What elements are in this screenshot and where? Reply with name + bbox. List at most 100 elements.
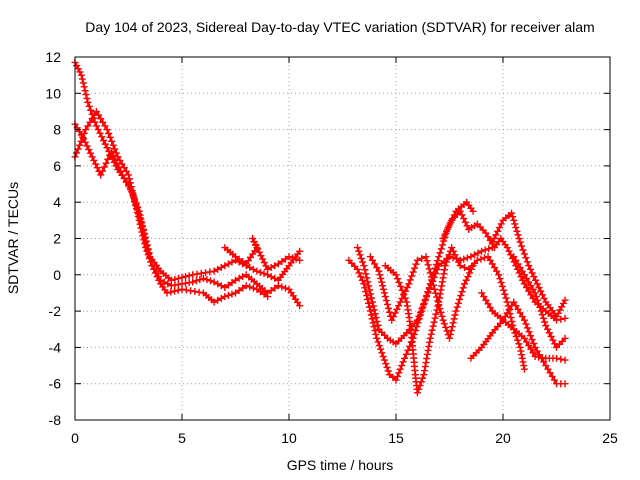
- data-point: [232, 276, 239, 284]
- data-point: [365, 282, 373, 290]
- data-point: [367, 311, 375, 319]
- data-point: [382, 297, 390, 305]
- data-point: [249, 284, 257, 292]
- data-point: [74, 145, 82, 153]
- data-point: [561, 296, 569, 304]
- data-point: [75, 127, 83, 135]
- data-point: [436, 249, 444, 257]
- data-point: [371, 310, 379, 318]
- data-point: [428, 277, 436, 285]
- data-point: [495, 224, 503, 232]
- data-point: [361, 284, 369, 292]
- data-point: [474, 249, 482, 257]
- data-point: [432, 310, 440, 318]
- data-point: [518, 267, 526, 275]
- data-point: [527, 345, 535, 353]
- data-point: [368, 294, 376, 302]
- data-point: [446, 330, 454, 338]
- data-point: [412, 327, 420, 335]
- data-point: [406, 276, 414, 284]
- data-point: [167, 276, 175, 284]
- data-point: [394, 275, 402, 283]
- data-point: [559, 299, 567, 307]
- y-tick-label: -6: [49, 376, 62, 392]
- data-point: [210, 267, 218, 275]
- data-point: [185, 272, 193, 280]
- data-point: [557, 355, 565, 363]
- data-point: [79, 133, 87, 141]
- data-point: [517, 347, 525, 355]
- data-point: [85, 146, 93, 154]
- data-point: [77, 71, 85, 79]
- data-point: [541, 318, 549, 326]
- data-point: [520, 365, 528, 373]
- data-point: [482, 296, 490, 304]
- data-point: [235, 274, 243, 282]
- data-point: [396, 365, 404, 373]
- data-point: [221, 284, 229, 292]
- data-point: [441, 262, 449, 270]
- data-point: [449, 319, 457, 327]
- data-point: [368, 298, 376, 306]
- data-point: [395, 279, 403, 287]
- data-point: [429, 322, 437, 330]
- data-point: [430, 318, 438, 326]
- data-point: [383, 300, 391, 308]
- data-point: [379, 352, 387, 360]
- data-point: [210, 298, 218, 306]
- data-point: [392, 376, 400, 384]
- data-point: [451, 251, 459, 259]
- data-point: [137, 218, 145, 226]
- data-point: [178, 285, 186, 293]
- data-point: [214, 296, 222, 304]
- data-point: [369, 319, 377, 327]
- data-point: [436, 294, 444, 302]
- data-point: [167, 288, 175, 296]
- x-tick-label: 25: [602, 430, 618, 446]
- data-point: [160, 278, 168, 286]
- data-point: [488, 238, 496, 246]
- data-point: [364, 299, 372, 307]
- data-point: [512, 256, 520, 264]
- data-point: [274, 260, 282, 268]
- series-track-10: [467, 298, 569, 388]
- data-point: [523, 274, 531, 282]
- data-point: [477, 255, 485, 263]
- data-point: [224, 291, 232, 299]
- data-point: [256, 288, 264, 296]
- data-point: [120, 164, 128, 172]
- data-point: [126, 179, 134, 187]
- data-point: [79, 79, 87, 87]
- data-point: [478, 247, 486, 255]
- data-point: [281, 255, 289, 263]
- data-point: [228, 279, 236, 287]
- data-point: [207, 277, 215, 285]
- y-tick-label: -2: [49, 303, 62, 319]
- data-point: [87, 106, 95, 114]
- data-point: [364, 278, 372, 286]
- data-point: [527, 332, 535, 340]
- data-point: [203, 276, 211, 284]
- data-point: [420, 301, 428, 309]
- data-point: [556, 306, 564, 314]
- data-point: [210, 278, 218, 286]
- data-point: [264, 293, 272, 301]
- data-point: [544, 325, 552, 333]
- data-point: [393, 305, 401, 313]
- data-point: [435, 298, 443, 306]
- data-point: [529, 349, 537, 357]
- y-tick-label: 0: [53, 267, 61, 283]
- data-point: [557, 315, 565, 323]
- data-point: [538, 291, 546, 299]
- data-point: [105, 129, 113, 137]
- data-point: [426, 269, 434, 277]
- data-point: [153, 273, 161, 281]
- data-point: [520, 334, 528, 342]
- data-point: [359, 258, 367, 266]
- data-point: [97, 115, 105, 123]
- data-point: [427, 273, 435, 281]
- data-point: [426, 334, 434, 342]
- data-point: [285, 253, 293, 261]
- chart-title: Day 104 of 2023, Sidereal Day-to-day VTE…: [85, 19, 594, 35]
- data-point: [453, 303, 461, 311]
